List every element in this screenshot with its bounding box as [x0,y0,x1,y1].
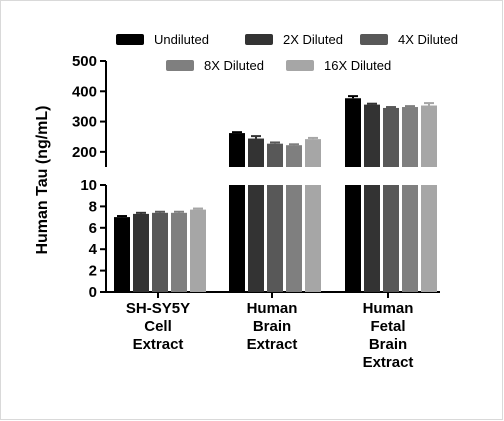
bar [421,105,437,167]
category-label-line: Extract [133,336,184,353]
category-label-line: Human [247,300,298,317]
y-tick-label: 2 [89,263,97,280]
y-tick-label: 0 [89,284,97,301]
category-label-line: Brain [369,336,407,353]
bar-lower-segment [402,185,418,292]
bar [229,133,245,167]
y-tick-label: 6 [89,220,97,237]
bar [305,139,321,167]
legend-label: 4X Diluted [398,32,458,47]
bar [286,145,302,167]
y-tick-label: 400 [72,83,97,100]
legend-swatch [116,34,144,45]
bar [345,98,361,167]
bar [364,104,380,167]
y-axis-title: Human Tau (ng/mL) [34,105,51,254]
y-tick-label: 8 [89,198,97,215]
bar-lower-segment [248,185,264,292]
bar [383,107,399,167]
category-label-line: SH-SY5Y [126,300,190,317]
bar-lower-segment [421,185,437,292]
y-tick-label: 300 [72,114,97,131]
legend-swatch [166,60,194,71]
legend-label: 2X Diluted [283,32,343,47]
category-label-line: Extract [247,336,298,353]
bar [152,212,168,292]
bar [171,212,187,292]
bar [133,213,149,292]
legend-swatch [245,34,273,45]
bar-lower-segment [267,185,283,292]
category-label: SH-SY5Y Cell Extract [126,300,190,353]
bar [267,143,283,167]
legend-label: 16X Diluted [324,58,391,73]
category-label: Human Brain Extract [247,300,298,353]
bar-lower-segment [364,185,380,292]
bar [402,107,418,167]
y-tick-label: 500 [72,53,97,70]
category-label-line: Human [363,300,414,317]
category-label-line: Brain [253,318,291,335]
bar [248,138,264,167]
legend-label: Undiluted [154,32,209,47]
bar-lower-segment [305,185,321,292]
bar-lower-segment [286,185,302,292]
y-tick-label: 10 [80,177,97,194]
category-label-line: Fetal [370,318,405,335]
y-tick-label: 4 [89,241,98,258]
category-label: Human Fetal Brain Extract [363,300,414,371]
legend-swatch [360,34,388,45]
y-tick-label: 200 [72,144,97,161]
category-label-line: Cell [144,318,172,335]
bar [114,217,130,292]
legend-label: 8X Diluted [204,58,264,73]
legend-swatch [286,60,314,71]
bar [190,209,206,292]
category-label-line: Extract [363,354,414,371]
bar-lower-segment [383,185,399,292]
bar-lower-segment [229,185,245,292]
bar-lower-segment [345,185,361,292]
